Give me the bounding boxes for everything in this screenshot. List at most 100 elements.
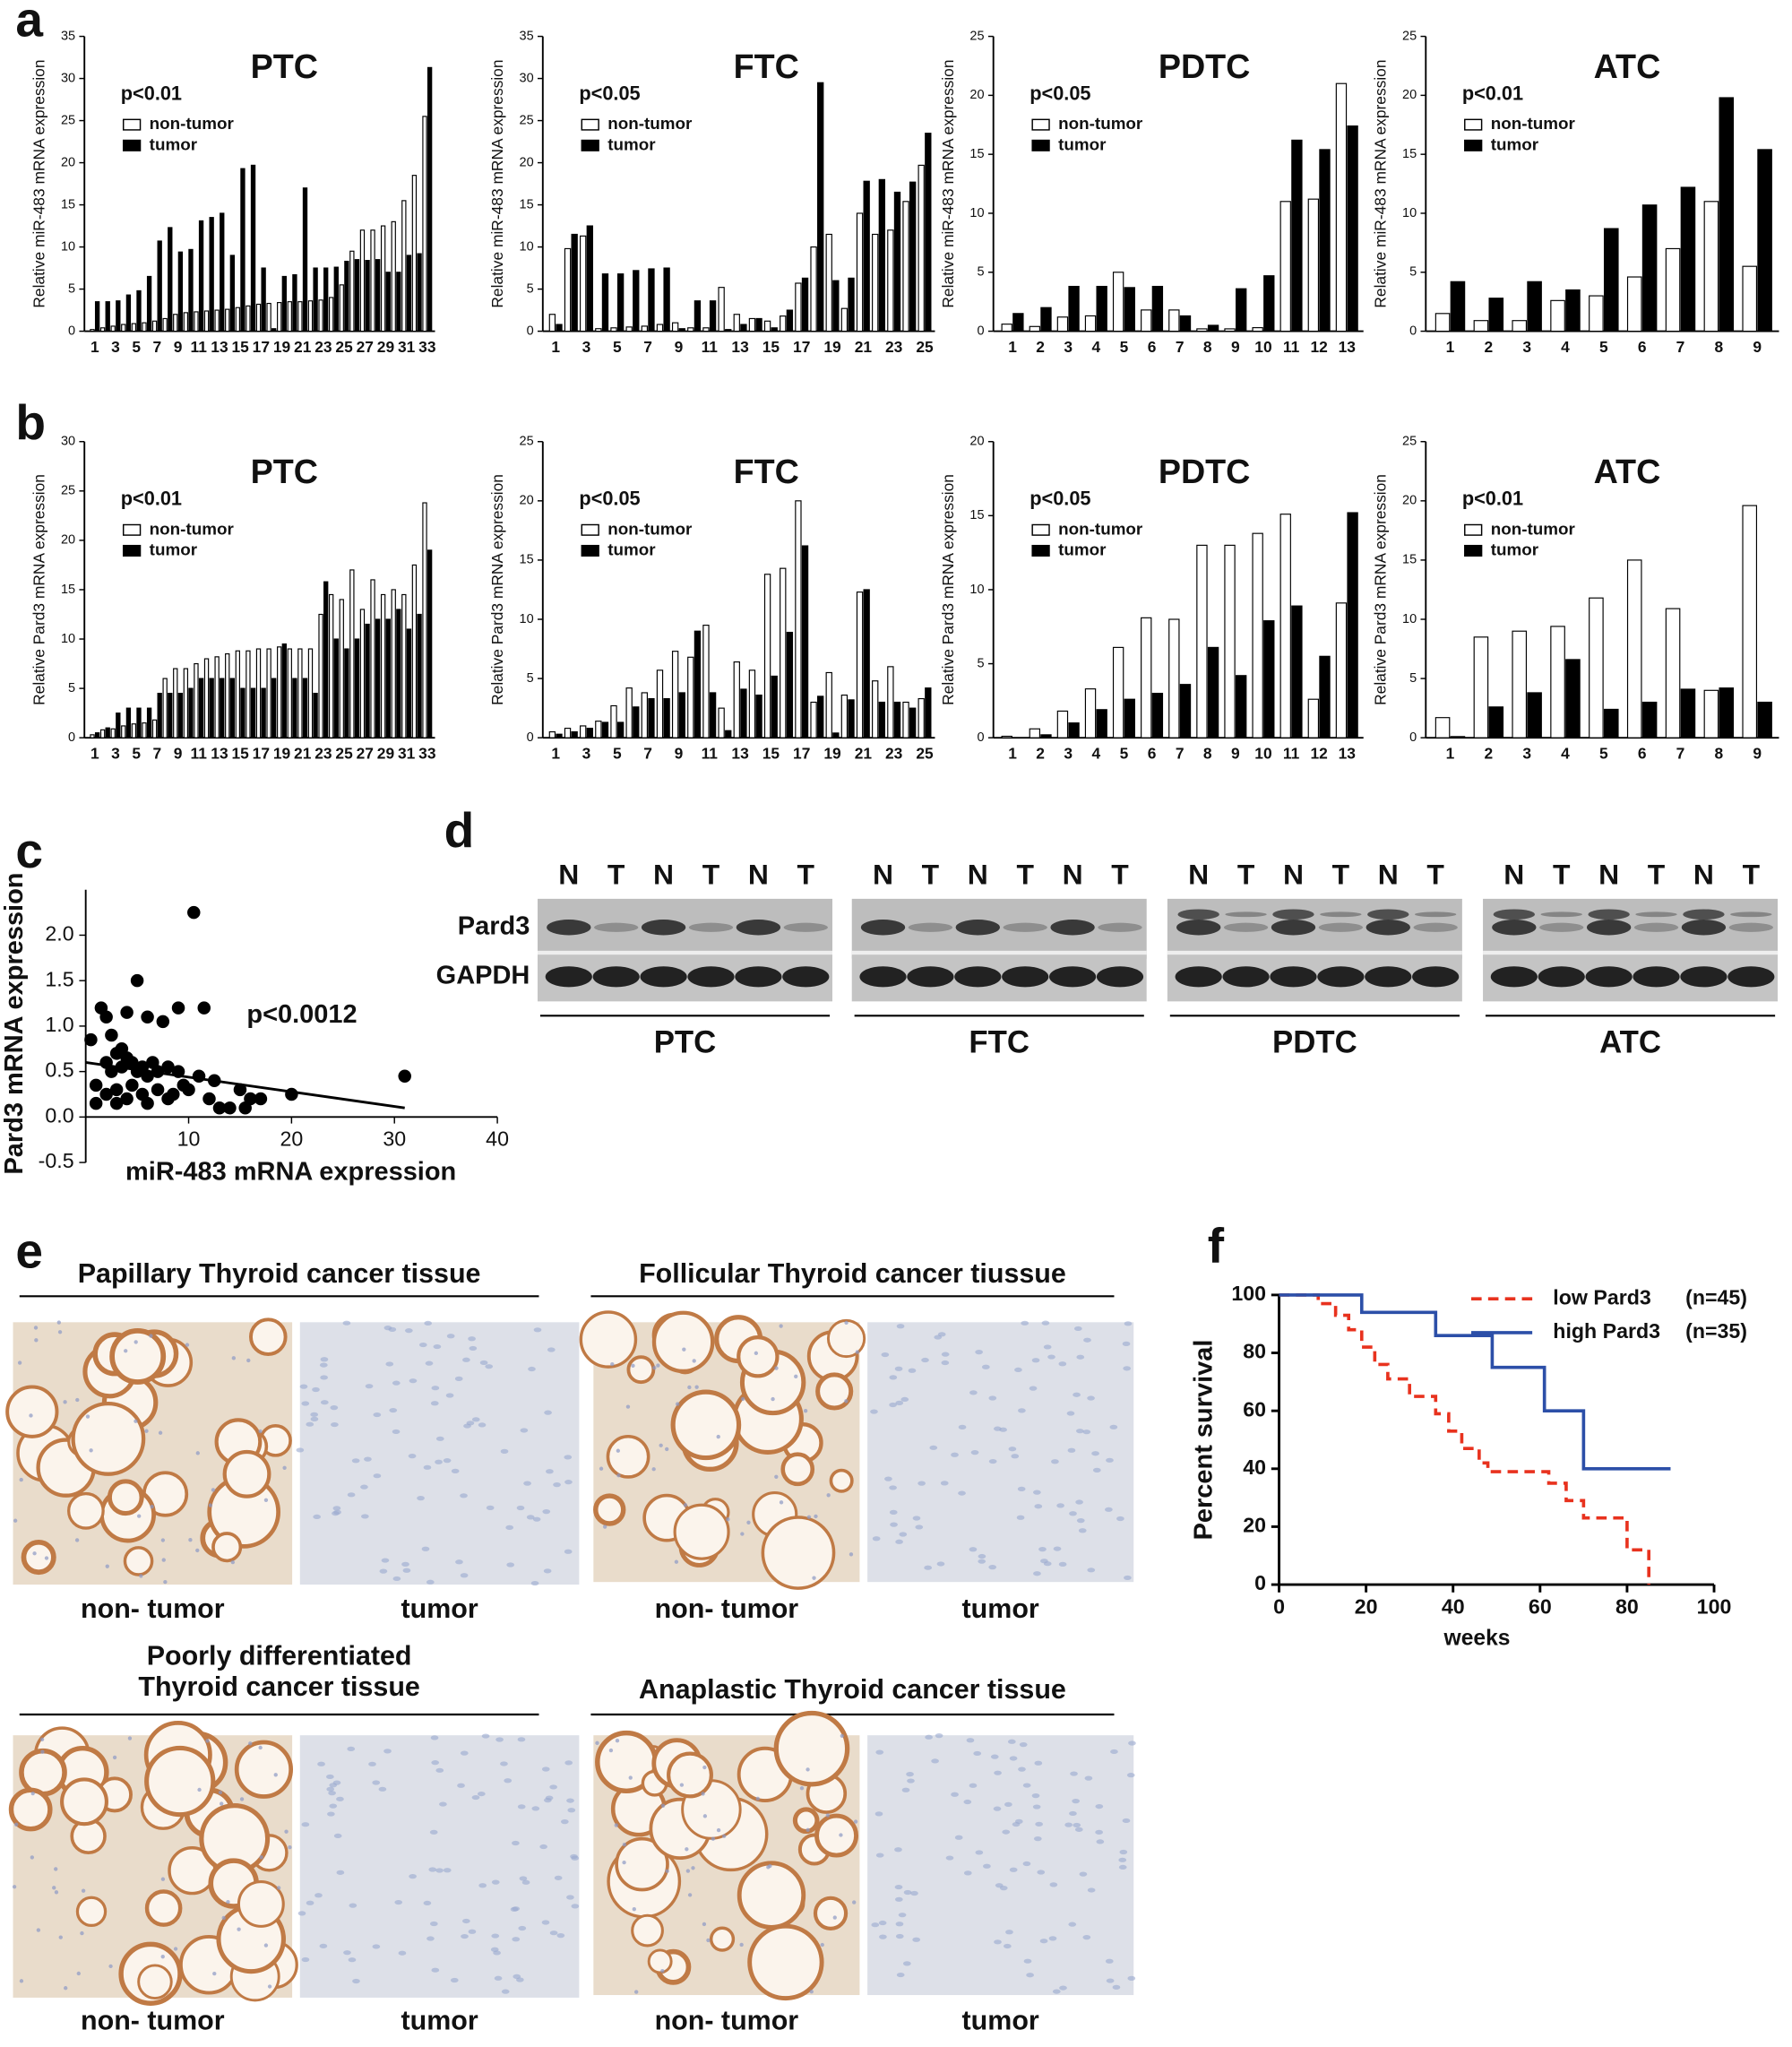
bar [641,325,648,333]
blot-background [1167,950,1462,956]
bar [1279,514,1291,738]
band [1365,966,1412,988]
nucleus [481,1733,490,1739]
x-tick-label: 13 [731,745,749,763]
bar [1151,285,1164,333]
nucleus [1124,1575,1132,1581]
x-tick-label: 3 [582,338,591,356]
legend-label: tumor [150,134,198,153]
x-tick-label: 7 [1176,338,1185,356]
y-axis-label: Relative Pard3 mRNA expression [488,474,506,705]
band [1414,911,1457,918]
nucleus [541,1920,550,1925]
nucleus [889,1509,898,1515]
nucleus [740,1532,745,1536]
nucleus [809,1990,814,1994]
nucleus [347,1492,356,1498]
nucleus [1043,1344,1052,1350]
nucleus [310,1412,319,1417]
bar [1224,328,1236,333]
y-tick-label: 25 [1402,29,1417,43]
bar [795,500,802,738]
nucleus [417,1496,425,1501]
y-tick-label: 10 [969,583,984,597]
follicle [237,1879,285,1928]
nucleus [516,1505,525,1511]
bar [354,638,360,738]
bar [1084,688,1097,738]
x-tick-label: 7 [1676,745,1685,763]
bar [380,225,386,333]
nucleus [616,1473,621,1478]
nucleus [553,1481,561,1488]
point [192,1069,206,1083]
x-tick-label: 8 [1714,745,1723,763]
bar [725,329,732,333]
x-tick-label: 80 [1615,1594,1639,1618]
bar [209,678,214,738]
nucleus [532,1516,541,1522]
legend-label: tumor [1058,134,1107,153]
y-tick-label: 35 [61,29,75,43]
band [735,966,782,988]
legend-swatch [1031,139,1050,151]
bar [840,695,849,738]
nucleus [969,1547,978,1552]
y-tick-label: 0 [527,730,534,745]
lane-label: N [1378,859,1399,891]
band [1633,922,1679,932]
ihc-image [5,1317,293,1585]
nucleus [421,1546,430,1551]
nucleus [513,1974,521,1979]
follicle [19,1748,67,1797]
panel-label: e [15,1223,43,1279]
bar [887,229,894,333]
nucleus [478,1883,487,1888]
nucleus [1109,1424,1118,1429]
point [171,1001,185,1015]
nucleus [925,1734,933,1740]
bar [292,274,297,333]
nucleus [721,1834,727,1838]
bar [564,728,572,738]
nucleus [779,1324,783,1328]
bar [580,725,587,738]
bar [220,678,225,738]
band [594,922,639,932]
nucleus [768,1863,772,1869]
y-tick-label: 15 [61,197,75,212]
nucleus [990,1754,999,1759]
nucleus [402,1568,411,1573]
lane-label: N [1693,859,1714,891]
bar [1450,736,1466,738]
x-tick-label: 5 [132,338,141,356]
bar [297,648,303,738]
nucleus [1064,1822,1073,1827]
nucleus [610,1361,615,1367]
nucleus [1038,1547,1047,1552]
y-axis-label: Relative miR-483 mRNA expression [488,59,506,307]
x-tick-label: 17 [253,338,270,356]
chart-title: ATC [1594,453,1661,490]
x-tick-label: 19 [823,338,841,356]
bar [261,267,266,333]
band [1588,909,1630,920]
nucleus [739,1942,744,1948]
band [1002,966,1049,988]
blot-background [851,950,1147,956]
nucleus [455,1559,463,1565]
nucleus [526,1515,535,1520]
y-tick-label: 15 [1402,553,1417,567]
bar [1450,281,1466,333]
nucleus [832,1915,837,1920]
y-tick-label: 20 [1402,88,1417,102]
band [1366,920,1410,936]
point [254,1092,268,1106]
nucleus [173,1947,178,1951]
nucleus [343,1950,351,1956]
bar [556,733,563,738]
x-tick-label: 7 [1676,338,1685,356]
nucleus [571,1904,580,1909]
bar [817,695,824,738]
nucleus [541,1766,550,1772]
